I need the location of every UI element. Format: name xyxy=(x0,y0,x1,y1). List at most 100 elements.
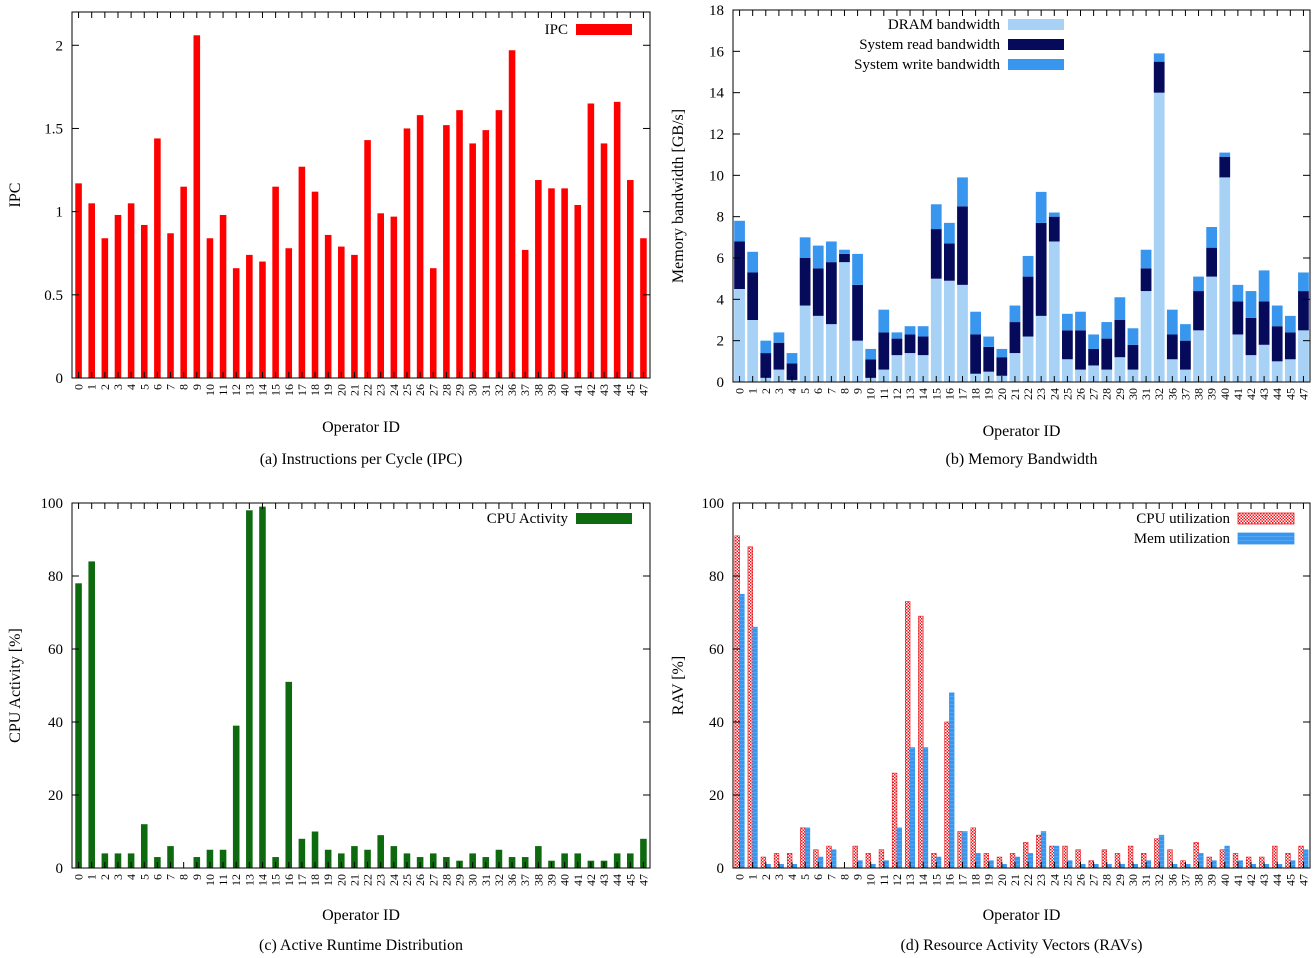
x-tick-label: 37 xyxy=(1178,874,1192,886)
bar-c-45 xyxy=(627,853,634,868)
x-tick-label: 13 xyxy=(242,874,256,886)
bar-b-s1-11 xyxy=(878,332,890,370)
y-tick-label: 0 xyxy=(717,861,725,877)
y-tick-label: 1.5 xyxy=(44,121,63,137)
legend: CPU Activity xyxy=(487,511,632,527)
bar-c-24 xyxy=(390,846,398,868)
bar-d-s0-43 xyxy=(1259,856,1265,869)
x-tick-label: 23 xyxy=(374,874,388,886)
bar-b-s0-15 xyxy=(930,278,942,382)
legend-swatch xyxy=(576,24,632,35)
x-tick-label: 16 xyxy=(282,874,296,886)
bar-b-s1-13 xyxy=(904,334,916,354)
x-tick-label: 39 xyxy=(1205,388,1219,400)
bar-d-s0-21 xyxy=(1009,853,1016,869)
bar-a-11 xyxy=(219,214,227,378)
x-tick-label: 4 xyxy=(785,388,799,394)
x-tick-label: 2 xyxy=(759,388,773,394)
bar-b-s0-1 xyxy=(747,320,759,382)
bar-d-s1-39 xyxy=(1211,860,1217,869)
y-tick-label: 4 xyxy=(717,292,725,308)
bar-a-6 xyxy=(154,138,161,378)
x-tick-label: 4 xyxy=(124,874,138,880)
bar-a-4 xyxy=(127,203,135,378)
bar-b-s0-39 xyxy=(1206,276,1218,382)
x-tick-label: 32 xyxy=(492,874,506,886)
x-tick-label: 22 xyxy=(361,874,375,886)
bar-b-s0-43 xyxy=(1258,344,1270,382)
bar-c-12 xyxy=(232,725,240,868)
bar-d-s1-20 xyxy=(1001,864,1007,869)
x-tick-label: 31 xyxy=(479,874,493,886)
x-tick-label: 13 xyxy=(903,874,917,886)
bar-a-38 xyxy=(535,180,542,378)
bar-b-s0-29 xyxy=(1114,357,1126,382)
bar-b-s0-44 xyxy=(1271,361,1283,382)
panel-caption: (a) Instructions per Cycle (IPC) xyxy=(260,451,463,468)
bar-b-s1-31 xyxy=(1140,268,1152,292)
bar-b-s1-12 xyxy=(891,338,903,356)
x-tick-label: 41 xyxy=(571,384,585,396)
x-tick-label: 13 xyxy=(242,384,256,396)
bar-d-s0-42 xyxy=(1245,856,1252,869)
x-tick-label: 14 xyxy=(255,874,269,886)
bar-c-32 xyxy=(495,849,503,868)
x-tick-label: 30 xyxy=(1126,874,1140,886)
x-tick-label: 38 xyxy=(531,384,545,396)
x-tick-label: 39 xyxy=(544,874,558,886)
x-tick-label: 9 xyxy=(851,388,865,394)
bar-b-s2-15 xyxy=(930,204,942,230)
x-tick-label: 7 xyxy=(164,384,178,390)
y-tick-label: 0.5 xyxy=(44,288,63,304)
bar-b-s1-22 xyxy=(1022,276,1034,337)
bar-b-s2-6 xyxy=(812,245,824,269)
x-tick-label: 8 xyxy=(177,384,191,390)
x-tick-label: 29 xyxy=(453,384,467,396)
legend-swatch xyxy=(1008,39,1064,50)
x-tick-label: 23 xyxy=(1034,874,1048,886)
plot-frame xyxy=(732,502,1311,869)
bar-b-s1-5 xyxy=(799,258,811,306)
x-tick-label: 45 xyxy=(623,874,637,886)
x-tick-label: 0 xyxy=(72,384,86,390)
bar-b-s0-37 xyxy=(1180,369,1191,382)
bar-d-s0-14 xyxy=(918,615,924,869)
x-tick-label: 12 xyxy=(229,874,243,886)
y-tick-label: 2 xyxy=(56,38,64,54)
bars xyxy=(75,506,647,868)
bar-d-s1-28 xyxy=(1106,864,1112,869)
x-tick-label: 25 xyxy=(400,384,414,396)
x-tick-label: 3 xyxy=(111,384,125,390)
x-tick-label: 44 xyxy=(610,874,624,886)
bar-a-28 xyxy=(443,125,450,378)
x-tick-label: 18 xyxy=(969,388,983,400)
y-tick-label: 8 xyxy=(717,210,725,226)
bar-b-s1-23 xyxy=(1035,222,1047,316)
x-tick-label: 11 xyxy=(216,874,230,886)
x-tick-label: 40 xyxy=(558,384,572,396)
bar-a-2 xyxy=(101,238,109,378)
x-tick-label: 31 xyxy=(479,384,493,396)
x-tick-label: 45 xyxy=(1283,388,1297,400)
bar-b-s0-8 xyxy=(839,262,850,382)
bar-b-s1-4 xyxy=(786,363,798,380)
bar-d-s0-41 xyxy=(1232,853,1239,869)
x-tick-label: 28 xyxy=(439,384,453,396)
x-tick-label: 40 xyxy=(1218,874,1232,886)
plot-frame xyxy=(71,502,651,869)
x-tick-label: 15 xyxy=(269,874,283,886)
bar-a-30 xyxy=(469,143,476,378)
bar-d-s0-7 xyxy=(826,845,832,869)
x-tick-label: 7 xyxy=(824,388,838,394)
x-tick-label: 30 xyxy=(466,874,480,886)
bar-d-s0-20 xyxy=(996,856,1003,869)
bar-a-24 xyxy=(390,216,398,378)
x-tick-label: 1 xyxy=(85,384,99,390)
bar-b-s2-4 xyxy=(786,353,798,364)
bar-c-11 xyxy=(219,849,227,868)
x-tick-label: 31 xyxy=(1139,388,1153,400)
bar-a-16 xyxy=(285,248,293,378)
bar-b-s0-9 xyxy=(852,340,863,382)
bar-b-s2-32 xyxy=(1153,53,1165,62)
bar-b-s2-13 xyxy=(904,326,916,335)
